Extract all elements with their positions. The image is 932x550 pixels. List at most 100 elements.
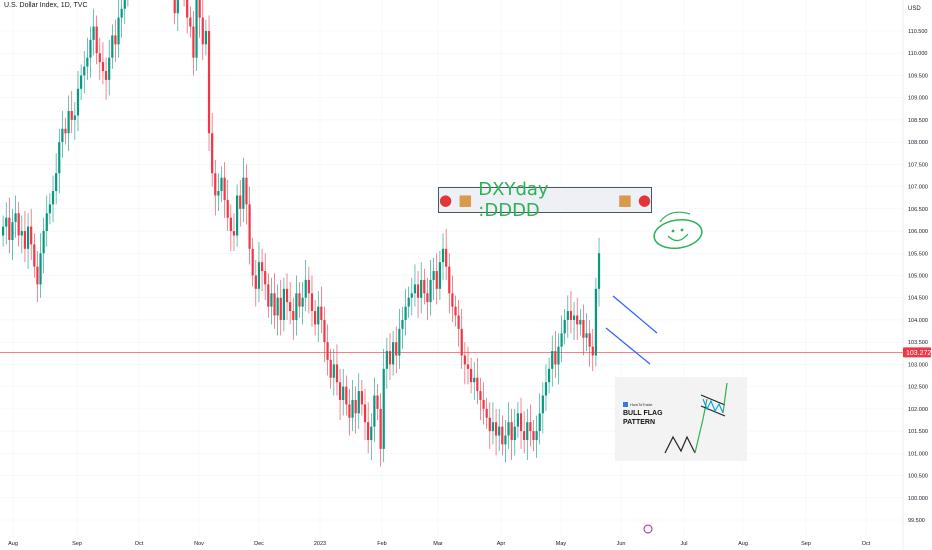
- candle-body: [229, 217, 232, 232]
- candle-body: [463, 355, 466, 365]
- annotation-note[interactable]: ● ■ DXYday :DDDD ■ ●: [438, 179, 652, 221]
- candle-body: [548, 368, 551, 383]
- candle-body: [544, 382, 548, 396]
- candle-body: [292, 311, 295, 320]
- candle-body: [204, 31, 207, 45]
- candle-body: [491, 422, 495, 432]
- y-tick-label: 108.500: [908, 118, 928, 124]
- candle-body: [310, 293, 314, 312]
- y-tick-label: 105.000: [908, 274, 928, 280]
- candle-body: [538, 413, 541, 432]
- candle-body: [513, 426, 516, 440]
- candle-body: [395, 342, 398, 356]
- y-tick-label: 100.000: [908, 496, 928, 502]
- candle-body: [58, 142, 61, 174]
- x-tick-label: Apr: [497, 541, 506, 547]
- candle-body: [5, 217, 8, 227]
- candle-body: [26, 226, 30, 249]
- candle-body: [279, 297, 282, 320]
- candle-body: [173, 0, 176, 14]
- candle-body: [111, 35, 114, 58]
- candle-body: [33, 244, 36, 267]
- candle-body: [485, 408, 488, 418]
- candle-body: [329, 359, 332, 378]
- candle-body: [123, 0, 126, 9]
- x-tick-label: Mar: [433, 541, 443, 547]
- candle-body: [14, 213, 17, 223]
- candle-body: [257, 262, 261, 289]
- candle-body: [92, 26, 95, 40]
- candle-body: [198, 0, 201, 18]
- candle-body: [298, 293, 301, 307]
- candle-body: [282, 288, 285, 320]
- candle-body: [519, 413, 523, 432]
- flag-channel-upper: [612, 295, 658, 334]
- candle-body: [48, 204, 51, 214]
- y-tick-label: 110.500: [908, 29, 927, 35]
- inset-title-line1: BULL FLAG: [623, 410, 663, 417]
- time-axis: Aug Sep Oct Nov Dec 2023 Feb Mar Apr May Jun Jul Aug…: [8, 541, 871, 547]
- candle-body: [201, 17, 204, 45]
- candle-body: [579, 319, 582, 325]
- candle-body: [320, 306, 323, 320]
- candle-body: [23, 231, 27, 249]
- candle-body: [351, 399, 354, 418]
- candle-body: [95, 26, 98, 54]
- candle-body: [451, 293, 454, 307]
- candle-body: [276, 297, 279, 316]
- candle-body: [413, 284, 417, 294]
- candle-body: [429, 279, 432, 303]
- candle-body: [242, 177, 245, 209]
- candle-body: [551, 351, 554, 369]
- candle-body: [582, 319, 585, 338]
- price-axis: 110.500 110.000 109.500 109.000 108.500 108.0…: [902, 0, 928, 550]
- candle-body: [211, 133, 214, 174]
- candle-body: [80, 75, 83, 89]
- candle-body: [232, 231, 236, 236]
- candle-body: [526, 422, 529, 440]
- candle-body: [108, 57, 111, 80]
- candle-body: [498, 426, 501, 436]
- candle-body: [295, 293, 298, 320]
- candle-body: [379, 408, 382, 449]
- x-tick-label: Oct: [135, 541, 144, 547]
- candle-body: [432, 271, 435, 280]
- candle-body: [264, 271, 267, 285]
- candle-body: [285, 288, 289, 303]
- candle-body: [360, 391, 363, 405]
- smiley-eye-right: [680, 228, 684, 232]
- candle-body: [504, 435, 507, 445]
- candle-body: [301, 297, 304, 307]
- candle-body: [335, 364, 339, 383]
- x-tick-label: Aug: [8, 541, 18, 547]
- candle-body: [314, 311, 317, 325]
- candle-body: [479, 391, 482, 400]
- chart-grid: [0, 0, 903, 538]
- x-tick-label: Jun: [617, 541, 626, 547]
- candle-body: [39, 253, 42, 285]
- candle-body: [501, 426, 504, 445]
- y-tick-label: 101.000: [908, 451, 928, 457]
- candle-body: [569, 311, 573, 320]
- candle-body: [289, 302, 292, 312]
- y-tick-label: 108.000: [908, 140, 928, 146]
- candle-body: [55, 173, 58, 192]
- candle-body: [535, 431, 538, 440]
- candle-body: [392, 342, 395, 365]
- y-tick-label: 107.000: [908, 185, 928, 191]
- candle-body: [494, 422, 498, 436]
- bull-flag-inset: HowToTrade BULL FLAG PATTERN: [615, 377, 747, 461]
- candle-body: [176, 0, 179, 14]
- candle-body: [254, 275, 257, 289]
- candle-body: [214, 173, 217, 196]
- inset-brand-text: HowToTrade: [630, 402, 653, 407]
- drawings: [605, 211, 703, 534]
- candle-body: [86, 57, 89, 67]
- candle-body: [70, 111, 73, 120]
- flag-channel-lower: [605, 327, 651, 365]
- candle-body: [220, 177, 223, 192]
- candle-body: [454, 306, 457, 316]
- candle-body: [435, 271, 438, 289]
- candle-body: [20, 231, 23, 236]
